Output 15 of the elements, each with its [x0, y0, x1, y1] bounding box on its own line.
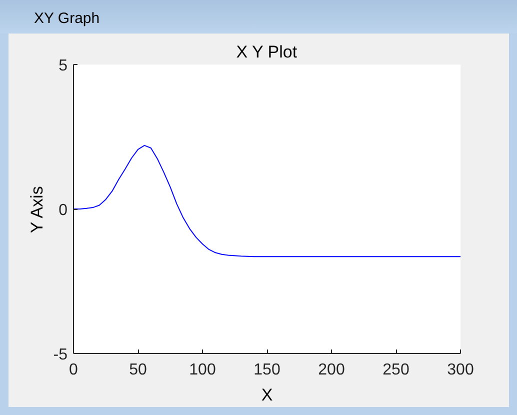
- x-tick-label: 300: [447, 362, 474, 378]
- x-tick-label: 50: [129, 362, 147, 378]
- y-tick-label: -5: [53, 346, 68, 364]
- x-tick-label: 250: [382, 362, 410, 378]
- chart-title: X Y Plot: [236, 42, 298, 62]
- line-series: [74, 144, 460, 258]
- x-tick-label: 200: [318, 362, 345, 378]
- y-tick-label: 0: [58, 202, 68, 219]
- text: XY Graph: [34, 9, 100, 29]
- x-tick-label: 150: [254, 362, 280, 378]
- y-axis-title: Y Axis: [27, 186, 46, 234]
- x-axis-title: X: [261, 386, 273, 404]
- x-tick-label: 100: [189, 362, 216, 378]
- x-tick-label: 0: [69, 362, 78, 378]
- y-tick-label: 5: [58, 58, 68, 74]
